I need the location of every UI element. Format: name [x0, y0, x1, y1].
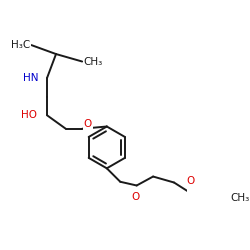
Text: CH₃: CH₃: [230, 193, 249, 203]
Text: HN: HN: [22, 73, 38, 83]
Text: H₃C: H₃C: [10, 40, 30, 50]
Text: O: O: [131, 192, 139, 202]
Text: CH₃: CH₃: [84, 56, 103, 66]
Text: O: O: [186, 176, 194, 186]
Text: HO: HO: [20, 110, 36, 120]
Text: O: O: [84, 119, 92, 129]
